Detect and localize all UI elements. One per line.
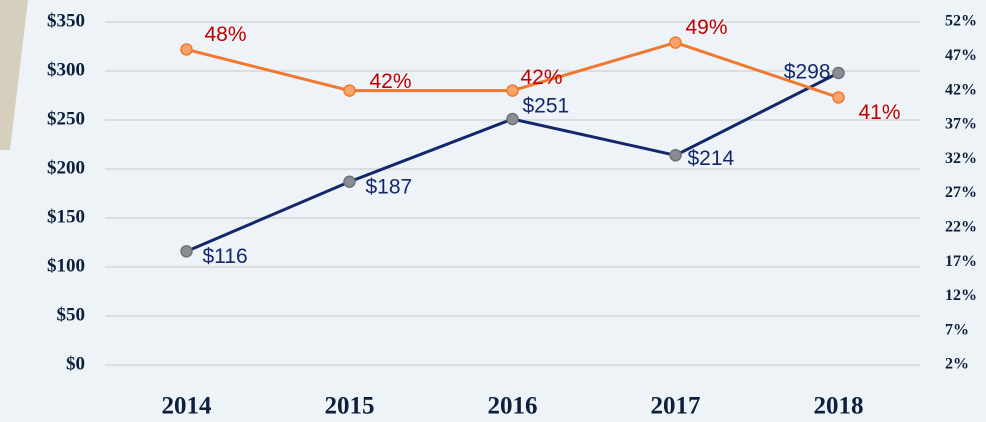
data-label: $214	[688, 147, 735, 170]
y2-tick-label: 27%	[945, 184, 977, 201]
marker	[344, 176, 355, 187]
y2-tick-label: 42%	[945, 81, 977, 98]
data-label: 42%	[370, 70, 412, 93]
y-tick-label: $50	[57, 304, 86, 325]
y2-tick-label: 7%	[945, 321, 969, 338]
y2-tick-label: 52%	[945, 13, 977, 30]
y-tick-label: $100	[47, 255, 85, 276]
y2-tick-label: 12%	[945, 287, 977, 304]
data-label: $251	[523, 95, 570, 118]
y2-tick-label: 17%	[945, 253, 977, 270]
x-tick-label: 2014	[162, 393, 213, 420]
y-tick-label: $150	[47, 206, 85, 227]
y2-tick-label: 37%	[945, 116, 977, 133]
y2-tick-label: 2%	[945, 356, 969, 373]
data-label: 41%	[859, 101, 901, 124]
x-tick-label: 2016	[488, 393, 538, 420]
y2-tick-label: 47%	[945, 47, 977, 64]
y-tick-label: $350	[47, 10, 85, 31]
x-tick-label: 2017	[651, 393, 701, 420]
y-tick-label: $0	[66, 353, 85, 374]
x-tick-label: 2018	[814, 393, 864, 420]
x-tick-label: 2015	[325, 393, 375, 420]
marker	[833, 92, 844, 103]
marker	[670, 150, 681, 161]
marker	[833, 67, 844, 78]
marker	[507, 114, 518, 125]
y2-tick-label: 32%	[945, 150, 977, 167]
data-label: 48%	[205, 23, 247, 46]
marker	[507, 85, 518, 96]
background	[0, 0, 986, 422]
marker	[181, 246, 192, 257]
data-label: $116	[203, 245, 248, 268]
chart: $0 $50 $100 $150 $200 $250 $300 $350 2% 7% 12% 17% 2…	[0, 0, 986, 422]
data-label: 49%	[686, 16, 728, 39]
y-tick-label: $250	[47, 108, 85, 129]
marker	[344, 85, 355, 96]
y-tick-label: $200	[47, 157, 85, 178]
marker	[181, 44, 192, 55]
y-tick-label: $300	[47, 59, 85, 80]
data-label: 42%	[521, 66, 563, 89]
y2-tick-label: 22%	[945, 218, 977, 235]
marker	[670, 37, 681, 48]
data-label: $187	[366, 175, 413, 198]
